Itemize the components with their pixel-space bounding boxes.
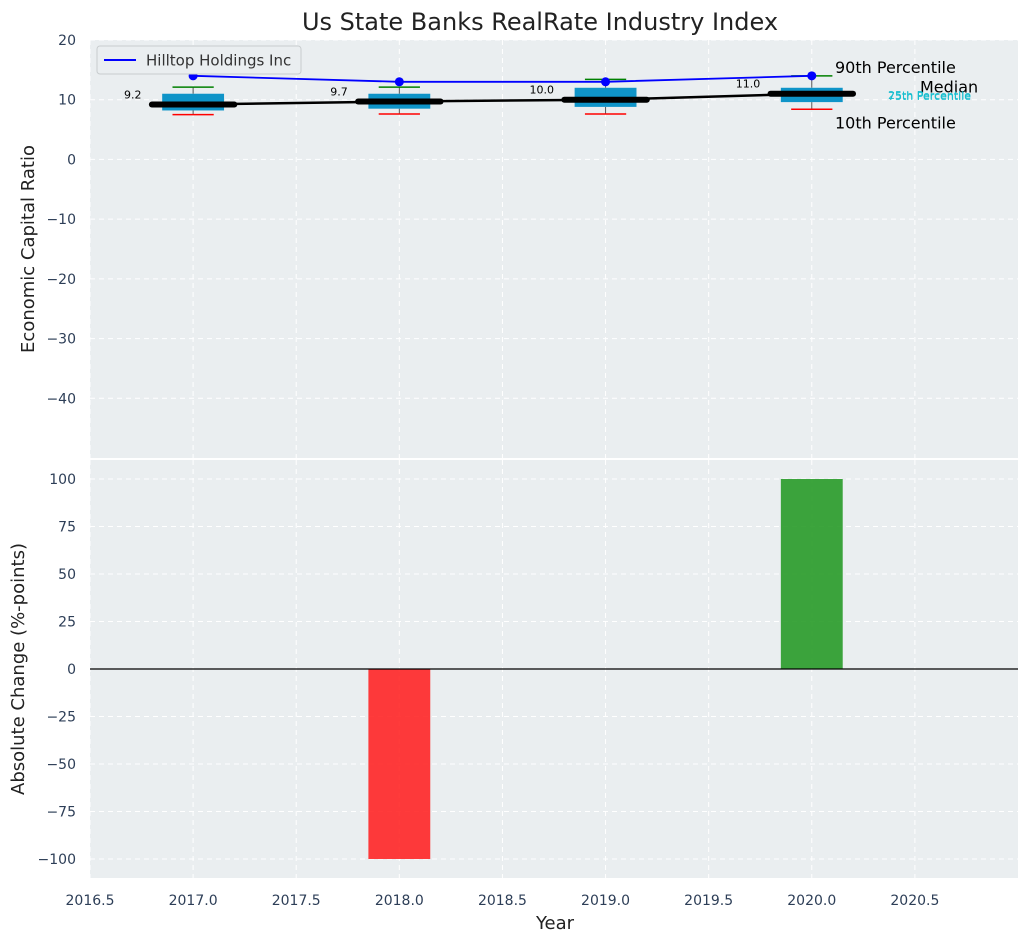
x-tick-label: 2018.5 xyxy=(478,893,527,909)
top-y-axis-label: Economic Capital Ratio xyxy=(18,145,39,353)
x-axis-label: Year xyxy=(535,913,575,934)
x-tick-label: 2019.5 xyxy=(684,893,733,909)
p90-annotation: 90th Percentile xyxy=(835,58,956,77)
top-plot-background xyxy=(90,40,1018,458)
x-tick-label: 2016.5 xyxy=(66,893,115,909)
bottom-y-tick-label: 25 xyxy=(58,615,76,631)
top-y-tick-labels: 20 10 0 −10 −20 −30 −40 xyxy=(46,33,76,407)
bottom-y-tick-label: 50 xyxy=(58,567,76,583)
top-y-tick-label: −30 xyxy=(46,332,76,348)
change-bar xyxy=(368,669,431,859)
top-y-tick-label: 20 xyxy=(58,33,76,49)
top-y-tick-label: 0 xyxy=(67,152,76,168)
bottom-y-tick-label: −25 xyxy=(46,710,76,726)
q3-annotation: 75th Percentile xyxy=(888,90,971,103)
top-y-tick-label: −10 xyxy=(46,212,76,228)
legend-box xyxy=(96,45,302,75)
median-value-label: 10.0 xyxy=(530,84,555,97)
median-trend xyxy=(193,92,812,106)
bottom-y-tick-label: −100 xyxy=(38,852,76,868)
p10-annotation: 10th Percentile xyxy=(835,113,956,132)
bottom-y-tick-labels: 100 75 50 25 0 −25 −50 −75 −100 xyxy=(38,472,76,868)
bottom-y-tick-label: −75 xyxy=(46,805,76,821)
legend-label: Hilltop Holdings Inc xyxy=(146,52,291,70)
bottom-y-tick-label: 0 xyxy=(67,662,76,678)
bottom-y-tick-label: 100 xyxy=(49,472,76,488)
median-value-label: 9.7 xyxy=(330,86,348,99)
top-panel: 20 10 0 −10 −20 −30 −40 9.2 9.7 10.0 11.0 90th Pe… xyxy=(18,33,1018,458)
x-tick-label: 2020.5 xyxy=(890,893,939,909)
series-point xyxy=(601,77,611,87)
series-line xyxy=(193,74,812,83)
top-y-tick-label: −40 xyxy=(46,391,76,407)
series-point xyxy=(394,77,404,87)
median-line xyxy=(193,92,812,106)
x-tick-labels: 2016.5 2017.0 2017.5 2018.0 2018.5 2019.0 2019… xyxy=(66,893,940,909)
bottom-panel: 100 75 50 25 0 −25 −50 −75 −100 2016.5 2017.0 2017… xyxy=(8,460,1018,934)
x-tick-label: 2019.0 xyxy=(581,893,630,909)
q1-annotation: 25th Percentile xyxy=(888,89,971,102)
bottom-y-tick-label: 75 xyxy=(58,520,76,536)
x-tick-label: 2018.0 xyxy=(375,893,424,909)
median-value-label: 9.2 xyxy=(124,88,142,101)
chart-title: Us State Banks RealRate Industry Index xyxy=(302,8,778,36)
series-point xyxy=(807,71,817,81)
median-annotation: Median xyxy=(920,78,978,97)
x-tick-label: 2017.0 xyxy=(169,893,218,909)
median-value-label: 11.0 xyxy=(736,78,761,91)
top-y-tick-label: −20 xyxy=(46,272,76,288)
top-gridlines xyxy=(89,39,1018,458)
change-bars xyxy=(90,479,1018,859)
top-y-tick-label: 10 xyxy=(58,93,76,109)
legend: Hilltop Holdings Inc xyxy=(96,45,302,75)
change-bar xyxy=(780,479,843,669)
bottom-y-tick-label: −50 xyxy=(46,757,76,773)
x-tick-label: 2020.0 xyxy=(787,893,836,909)
x-tick-label: 2017.5 xyxy=(272,893,321,909)
bottom-y-axis-label: Absolute Change (%-points) xyxy=(8,543,29,795)
